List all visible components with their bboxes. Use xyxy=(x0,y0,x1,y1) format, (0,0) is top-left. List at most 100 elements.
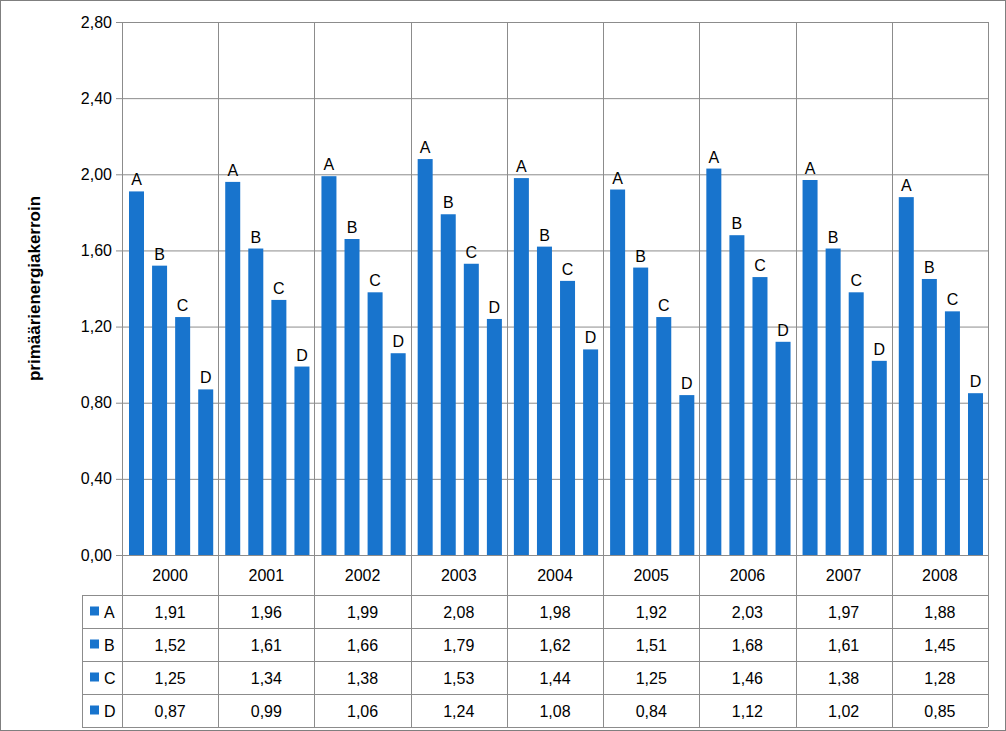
table-line xyxy=(988,22,989,727)
bar-letter: D xyxy=(585,329,597,346)
bar xyxy=(514,178,529,555)
bar-letter: A xyxy=(324,156,335,173)
table-value: 1,53 xyxy=(443,670,474,687)
y-axis: 0,000,400,801,201,602,002,402,80 xyxy=(81,14,123,564)
bar-letter: D xyxy=(681,375,693,392)
bar-letter: C xyxy=(466,244,478,261)
bar-letter: A xyxy=(131,171,142,188)
bar xyxy=(560,281,575,555)
y-tick-label: 1,60 xyxy=(81,242,112,259)
bar xyxy=(826,249,841,555)
bar-letter: B xyxy=(828,229,839,246)
bar xyxy=(752,277,767,555)
bar-letter: A xyxy=(708,149,719,166)
bar xyxy=(368,292,383,555)
bar-letter: D xyxy=(777,322,789,339)
category-label: 2006 xyxy=(730,567,766,584)
bar xyxy=(679,395,694,555)
y-tick-label: 0,00 xyxy=(81,547,112,564)
table-value: 1,38 xyxy=(828,670,859,687)
bar xyxy=(294,367,309,555)
table-line xyxy=(82,595,988,596)
table-value: 1,12 xyxy=(732,703,763,720)
y-tick-mark xyxy=(116,250,122,251)
y-tick-label: 2,00 xyxy=(81,166,112,183)
table-value: 2,08 xyxy=(443,604,474,621)
bar-letter: A xyxy=(901,177,912,194)
bar-letter: A xyxy=(612,170,623,187)
y-tick: 2,00 xyxy=(81,166,122,183)
bar-letter: C xyxy=(562,261,574,278)
y-tick: 0,40 xyxy=(81,470,122,487)
bar xyxy=(198,389,213,555)
bar-letter: D xyxy=(489,299,501,316)
bar-letter: D xyxy=(392,333,404,350)
table-value: 1,99 xyxy=(347,604,378,621)
y-tick-mark xyxy=(116,98,122,99)
legend-label: D xyxy=(104,703,116,720)
table-value: 1,46 xyxy=(732,670,763,687)
bar-letter: C xyxy=(658,297,670,314)
legend-key xyxy=(90,640,99,649)
y-tick-label: 2,40 xyxy=(81,90,112,107)
bar xyxy=(345,239,360,555)
table-line xyxy=(892,22,893,727)
bar xyxy=(271,300,286,555)
bar xyxy=(321,176,336,555)
y-tick: 2,80 xyxy=(81,14,122,31)
table-value: 1,79 xyxy=(443,637,474,654)
table-value: 1,44 xyxy=(539,670,570,687)
y-tick: 2,40 xyxy=(81,90,122,107)
bar-letter: A xyxy=(805,160,816,177)
bar xyxy=(441,214,456,555)
bar-letter: B xyxy=(924,259,935,276)
category-label: 2003 xyxy=(441,567,477,584)
bar xyxy=(633,268,648,555)
bar xyxy=(583,349,598,555)
bar-letter: B xyxy=(154,246,165,263)
bar xyxy=(487,319,502,555)
bar xyxy=(776,342,791,555)
table-value: 0,85 xyxy=(924,703,955,720)
y-axis-line xyxy=(122,23,123,556)
table-line xyxy=(796,22,797,727)
bar xyxy=(248,249,263,555)
table-value: 1,96 xyxy=(251,604,282,621)
y-tick-mark xyxy=(116,174,122,175)
y-tick-label: 1,20 xyxy=(81,318,112,335)
table-line xyxy=(507,22,508,727)
table-value: 1,97 xyxy=(828,604,859,621)
bar-letter: C xyxy=(754,257,766,274)
category-label: 2002 xyxy=(345,567,381,584)
data-table: 200020012002200320042005200620072008A1,9… xyxy=(82,22,989,728)
legend-key xyxy=(90,706,99,715)
table-line xyxy=(411,22,412,727)
category-label: 2000 xyxy=(152,567,188,584)
table-value: 1,61 xyxy=(251,637,282,654)
table-value: 0,84 xyxy=(636,703,667,720)
legend-label: B xyxy=(104,637,115,654)
table-value: 1,68 xyxy=(732,637,763,654)
table-value: 1,92 xyxy=(636,604,667,621)
table-line xyxy=(82,727,988,728)
bar xyxy=(418,159,433,555)
bar xyxy=(968,393,983,555)
table-value: 0,87 xyxy=(155,703,186,720)
table-value: 1,24 xyxy=(443,703,474,720)
table-line xyxy=(218,22,219,727)
bar-letter: D xyxy=(296,347,308,364)
table-value: 0,99 xyxy=(251,703,282,720)
bar-letter: B xyxy=(635,248,646,265)
y-tick-mark xyxy=(116,479,122,480)
chart: 200020012002200320042005200620072008A1,9… xyxy=(0,0,1006,731)
table-value: 1,51 xyxy=(636,637,667,654)
bar-letter: C xyxy=(369,272,381,289)
bar xyxy=(849,292,864,555)
bar xyxy=(706,169,721,555)
y-tick-label: 0,40 xyxy=(81,470,112,487)
table-value: 2,03 xyxy=(732,604,763,621)
category-label: 2008 xyxy=(922,567,958,584)
table-value: 1,34 xyxy=(251,670,282,687)
grid-line xyxy=(122,22,988,23)
grid-line xyxy=(122,174,988,175)
